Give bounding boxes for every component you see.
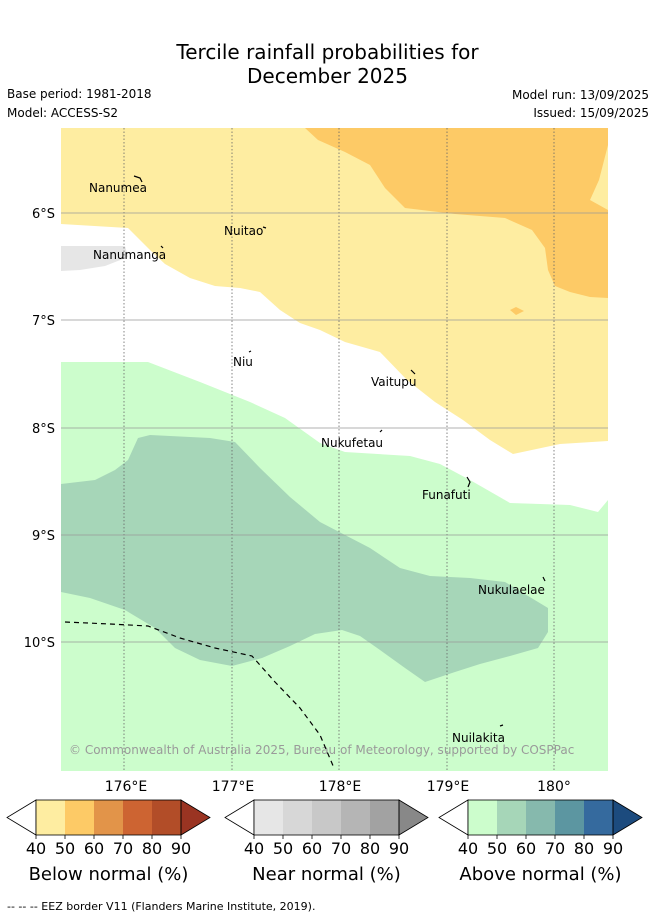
- lat-label-6s: 6°S: [32, 207, 55, 222]
- lat-labels: 6°S 7°S 8°S 9°S 10°S: [24, 207, 55, 651]
- colorbar-above-normal-tick-label: 80: [574, 839, 594, 858]
- island-shape-nukulaelae: [542, 576, 546, 582]
- colorbar-below-normal-title: Below normal (%): [29, 864, 189, 885]
- island-label-nuitao: Nuitao: [224, 224, 263, 238]
- colorbar-below-normal-segment: [123, 800, 152, 835]
- lat-label-9s: 9°S: [32, 529, 55, 544]
- island-shape-nuitao: [262, 226, 267, 229]
- page-title: Tercile rainfall probabilities for Decem…: [0, 40, 655, 88]
- colorbar-near-normal-title: Near normal (%): [252, 864, 401, 885]
- colorbar-below-normal-segment: [94, 800, 123, 835]
- island-label-vaitupu: Vaitupu: [371, 375, 417, 389]
- lon-label-179e: 179°E: [427, 779, 470, 795]
- colorbar-below-normal-tick-label: 70: [113, 839, 133, 858]
- island-shape-nanumea: [133, 175, 143, 183]
- lat-label-8s: 8°S: [32, 422, 55, 437]
- colorbar-above-normal-high-arrow: [612, 799, 643, 836]
- colorbar-above-normal-outline: [467, 799, 614, 836]
- region-above-50-60: [61, 435, 548, 682]
- colorbar-near-normal-tick-label: 50: [273, 839, 293, 858]
- lat-label-10s: 10°S: [24, 636, 55, 651]
- colorbar-below-normal-high-arrow: [180, 799, 211, 836]
- lon-label-178e: 178°E: [319, 779, 362, 795]
- colorbar-below-normal-segment: [152, 800, 181, 835]
- copyright-notice: © Commonwealth of Australia 2025, Bureau…: [69, 743, 574, 757]
- colorbar-below-normal-tick-label: 90: [171, 839, 191, 858]
- lat-gridlines: [61, 212, 608, 643]
- model-run: Model run: 13/09/2025: [511, 88, 649, 102]
- colorbar-above-normal-tick-label: 50: [487, 839, 507, 858]
- island-shape-nuilakita: [499, 724, 504, 727]
- base-period: Base period: 1981-2018: [7, 87, 152, 101]
- colorbar-near-normal-segment: [312, 800, 341, 835]
- colorbar-near-normal-segment: [370, 800, 399, 835]
- colorbar-near-normal-outline: [253, 799, 400, 836]
- region-near-40-50: [61, 246, 128, 271]
- colorbar-near-normal-tick-label: 60: [302, 839, 322, 858]
- colorbar-below-normal-segment: [36, 800, 65, 835]
- colorbar-below-normal-outline: [35, 799, 182, 836]
- colorbar-above-normal-segment: [468, 800, 497, 835]
- colorbar-near-normal: 40 50 60 70 80 90 Near normal (%): [224, 799, 429, 885]
- island-shapes: [133, 175, 546, 727]
- colorbar-below-normal-tick-label: 60: [84, 839, 104, 858]
- colorbar-below-normal-tick-label: 40: [26, 839, 46, 858]
- colorbar-below-normal-segment: [65, 800, 94, 835]
- colorbar-above-normal-tick-label: 60: [516, 839, 536, 858]
- colorbars: 40 50 60 70 80 90 Below normal (%) 40 50 60 70 80 9…: [6, 799, 643, 885]
- colorbar-above-normal-segment: [497, 800, 526, 835]
- colorbar-above-normal-segment: [584, 800, 613, 835]
- island-label-funafuti: Funafuti: [422, 488, 471, 502]
- lon-label-177e: 177°E: [212, 779, 255, 795]
- colorbar-below-normal-tick-label: 80: [142, 839, 162, 858]
- gridlines: [123, 128, 555, 771]
- island-label-nanumea: Nanumea: [89, 181, 147, 195]
- island-shape-vaitupu: [410, 369, 416, 375]
- colorbar-above-normal-title: Above normal (%): [459, 864, 621, 885]
- eez-border-line: [64, 621, 335, 769]
- island-label-nanumanga: Nanumanga: [93, 248, 166, 262]
- colorbar-near-normal-tick-label: 40: [244, 839, 264, 858]
- colorbar-above-normal-segment: [526, 800, 555, 835]
- colorbar-below-normal: 40 50 60 70 80 90 Below normal (%): [6, 799, 211, 885]
- lon-label-176e: 176°E: [105, 779, 148, 795]
- title-line1: Tercile rainfall probabilities for: [176, 40, 479, 64]
- colorbar-near-normal-tick-label: 90: [389, 839, 409, 858]
- colorbar-above-normal-low-arrow: [438, 799, 469, 836]
- lon-labels: 176°E 177°E 178°E 179°E 180°: [105, 779, 571, 795]
- colorbar-above-normal: 40 50 60 70 80 90 Above normal (%): [438, 799, 643, 885]
- colorbar-above-normal-tick-label: 70: [545, 839, 565, 858]
- colorbar-near-normal-segment: [254, 800, 283, 835]
- map-panel: © Commonwealth of Australia 2025, Bureau…: [24, 128, 608, 795]
- colorbar-near-normal-segment: [283, 800, 312, 835]
- colorbar-near-normal-high-arrow: [398, 799, 429, 836]
- island-shape-niu: [248, 350, 252, 353]
- region-below-50-60-dot: [510, 307, 524, 315]
- colorbar-above-normal-tick-label: 90: [603, 839, 623, 858]
- lat-label-7s: 7°S: [32, 314, 55, 329]
- colorbar-below-normal-low-arrow: [6, 799, 37, 836]
- island-label-nukulaelae: Nukulaelae: [478, 583, 545, 597]
- island-label-nuilakita: Nuilakita: [452, 731, 505, 745]
- island-label-niu: Niu: [233, 355, 253, 369]
- island-labels: Nanumea Nuitao Nanumanga Niu Vaitupu Nuk…: [89, 181, 545, 745]
- colorbar-near-normal-tick-label: 80: [360, 839, 380, 858]
- colorbar-below-normal-tick-label: 50: [55, 839, 75, 858]
- island-label-nukufetau: Nukufetau: [321, 436, 383, 450]
- island-shape-funafuti: [466, 476, 471, 488]
- colorbar-above-normal-segment: [555, 800, 584, 835]
- title-line2: December 2025: [247, 64, 408, 88]
- colorbar-above-normal-tick-label: 40: [458, 839, 478, 858]
- colorbar-near-normal-low-arrow: [224, 799, 255, 836]
- colorbar-near-normal-segment: [341, 800, 370, 835]
- eez-legend-note: -- -- -- EEZ border V11 (Flanders Marine…: [7, 900, 316, 913]
- island-shape-nanumanga: [160, 245, 164, 249]
- island-shape-nukufetau: [379, 429, 383, 433]
- lon-label-180: 180°: [537, 779, 571, 795]
- issued-date: Issued: 15/09/2025: [533, 106, 649, 120]
- model-name: Model: ACCESS-S2: [7, 106, 119, 120]
- colorbar-near-normal-tick-label: 70: [331, 839, 351, 858]
